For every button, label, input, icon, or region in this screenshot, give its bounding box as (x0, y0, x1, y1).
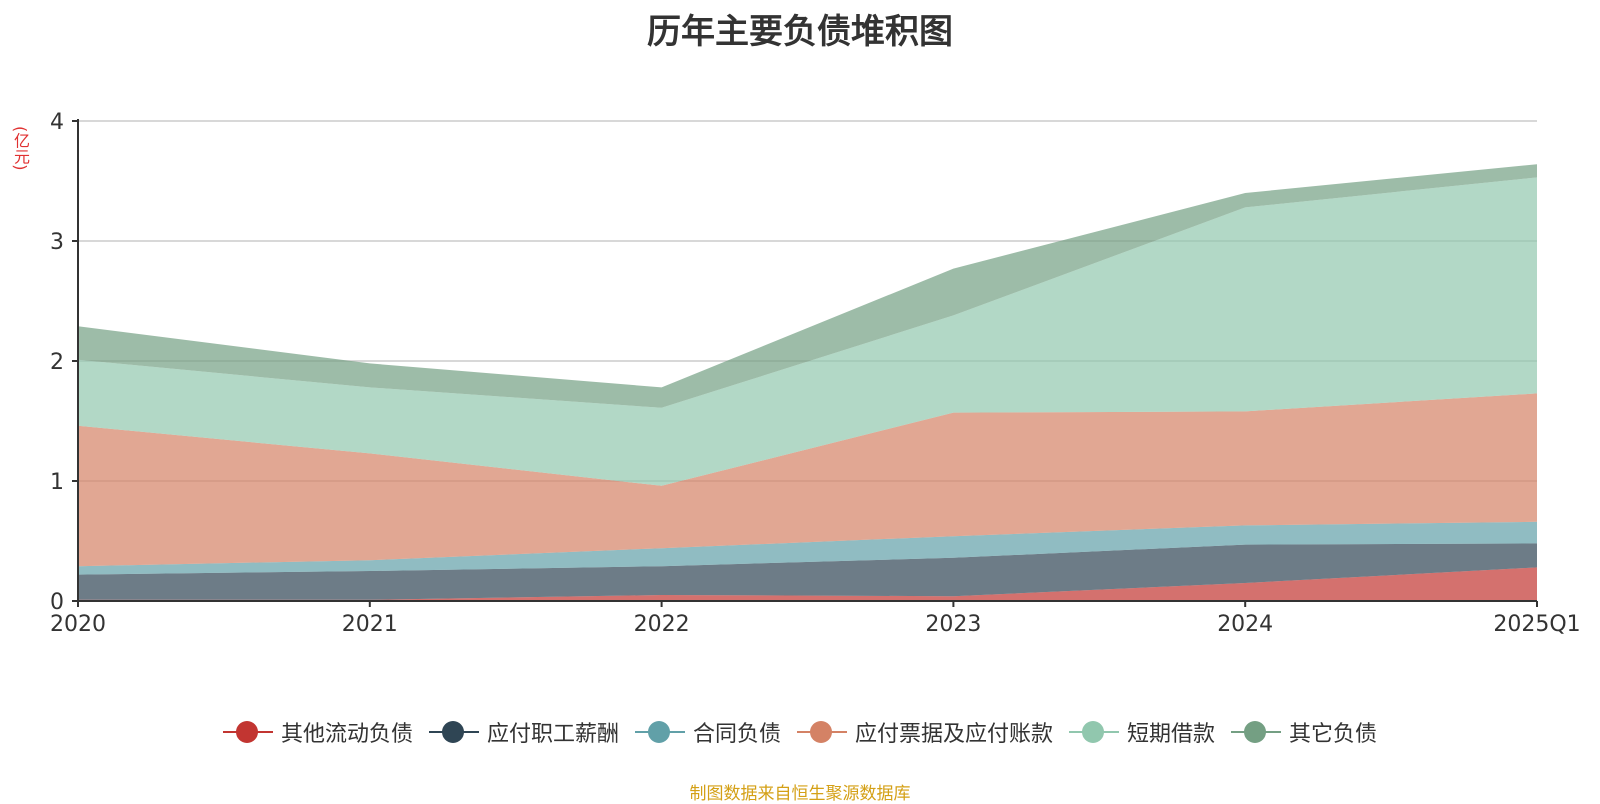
legend-label: 应付票据及应付账款 (855, 722, 1054, 747)
y-tick-label: 3 (50, 230, 64, 255)
y-tick-label: 2 (50, 350, 64, 375)
x-tick-label: 2024 (1217, 612, 1273, 637)
x-tick-label: 2021 (342, 612, 398, 637)
legend-label: 合同负债 (692, 722, 781, 747)
area-series-3[interactable] (78, 393, 1537, 567)
area-series-0[interactable] (78, 567, 1537, 601)
area-series-4[interactable] (78, 177, 1537, 486)
legend-label: 短期借款 (1127, 722, 1216, 747)
area-series-2[interactable] (78, 521, 1537, 575)
chart-plot-area: 0 1 2 3 4 2020 2021 2022 2023 2024 2025Q1 (50, 110, 1581, 637)
legend-item-2[interactable]: 合同负债 (634, 716, 781, 748)
legend-item-4[interactable]: 短期借款 (1069, 716, 1215, 748)
chart-legend: 其他流动负债 应付职工薪酬 合同负债 应付票据及应付账款 短期借款 其它负债 (0, 716, 1600, 748)
x-tick-label: 2025Q1 (1493, 612, 1580, 637)
legend-marker-icon (634, 720, 685, 744)
x-tick-label: 2023 (925, 612, 981, 637)
source-note: 制图数据来自恒生聚源数据库 (689, 784, 911, 804)
legend-label: 其他流动负债 (280, 722, 413, 747)
y-tick-label: 4 (50, 110, 64, 135)
legend-label: 其它负债 (1289, 722, 1378, 747)
legend-marker-icon (1069, 720, 1120, 744)
legend-marker-icon (222, 720, 273, 744)
x-tick-label: 2022 (634, 612, 690, 637)
legend-marker-icon (1231, 720, 1282, 744)
legend-item-5[interactable]: 其它负债 (1231, 716, 1377, 748)
y-tick-label: 0 (50, 590, 64, 615)
y-tick-label: 1 (50, 470, 64, 495)
legend-item-0[interactable]: 其他流动负债 (222, 716, 413, 748)
legend-item-3[interactable]: 应付票据及应付账款 (797, 716, 1053, 748)
legend-marker-icon (428, 720, 479, 744)
legend-label: 应付职工薪酬 (486, 722, 619, 747)
area-series-5[interactable] (78, 164, 1537, 408)
area-series-1[interactable] (78, 543, 1537, 600)
y-axis-unit-label: (亿元) (11, 125, 30, 171)
legend-marker-icon (797, 720, 847, 744)
x-tick-label: 2020 (50, 612, 106, 637)
chart-title: 历年主要负债堆积图 (647, 12, 953, 52)
legend-item-1[interactable]: 应付职工薪酬 (428, 716, 619, 748)
